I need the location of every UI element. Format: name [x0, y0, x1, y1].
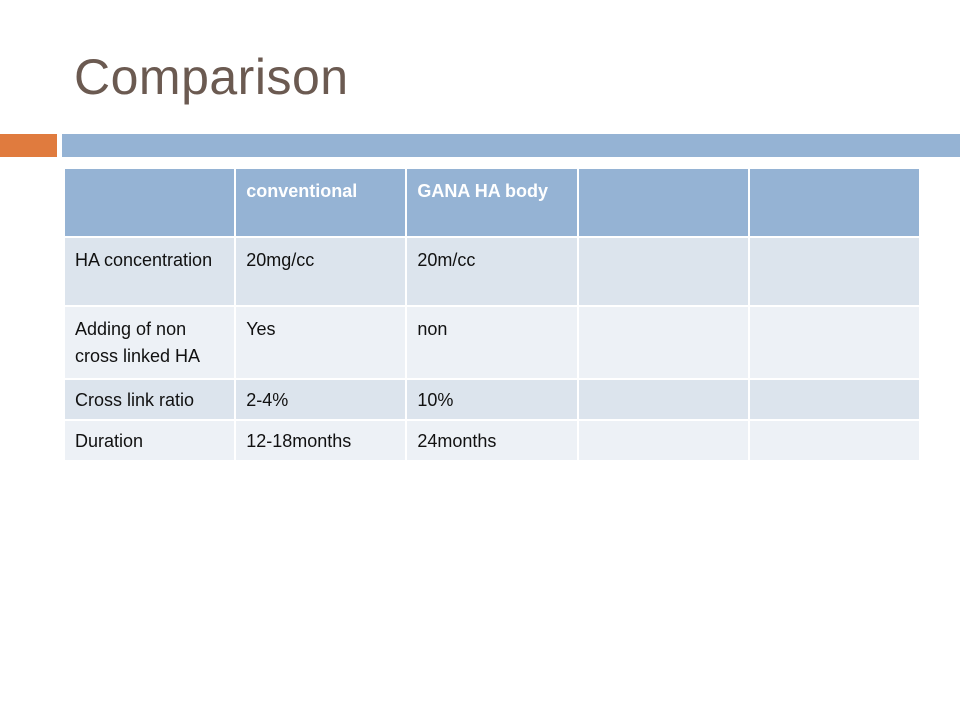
table-header-row: conventional GANA HA body: [62, 167, 922, 238]
header-cell: [747, 167, 922, 238]
row-label-cell: Duration: [62, 419, 237, 462]
header-bar: [62, 134, 960, 157]
row-label-cell: Cross link ratio: [62, 378, 237, 421]
table-cell: 24months: [405, 419, 579, 462]
table-cell: [747, 419, 922, 462]
table-cell: [576, 378, 750, 421]
table-row: Duration 12-18months 24months: [62, 419, 922, 462]
table-row: Cross link ratio 2-4% 10%: [62, 378, 922, 421]
header-cell: [62, 167, 237, 238]
row-label-cell: HA concentration: [62, 236, 237, 307]
header-cell: [576, 167, 750, 238]
table-cell: [576, 236, 750, 307]
header-cell: conventional: [234, 167, 408, 238]
table-row: HA concentration 20mg/cc 20m/cc: [62, 236, 922, 307]
table-cell: 10%: [405, 378, 579, 421]
table-cell: 2-4%: [234, 378, 408, 421]
table-cell: [576, 305, 750, 380]
header-cell: GANA HA body: [405, 167, 579, 238]
table-cell: [747, 305, 922, 380]
table-cell: 20m/cc: [405, 236, 579, 307]
table-cell: 20mg/cc: [234, 236, 408, 307]
comparison-table: conventional GANA HA body HA concentrati…: [62, 167, 922, 462]
table-cell: Yes: [234, 305, 408, 380]
table-row: Adding of non cross linked HA Yes non: [62, 305, 922, 380]
table-cell: non: [405, 305, 579, 380]
table-cell: [747, 378, 922, 421]
table-cell: [747, 236, 922, 307]
row-label-cell: Adding of non cross linked HA: [62, 305, 237, 380]
table-cell: 12-18months: [234, 419, 408, 462]
table-cell: [576, 419, 750, 462]
accent-bar: [0, 134, 57, 157]
slide-title: Comparison: [74, 49, 349, 105]
